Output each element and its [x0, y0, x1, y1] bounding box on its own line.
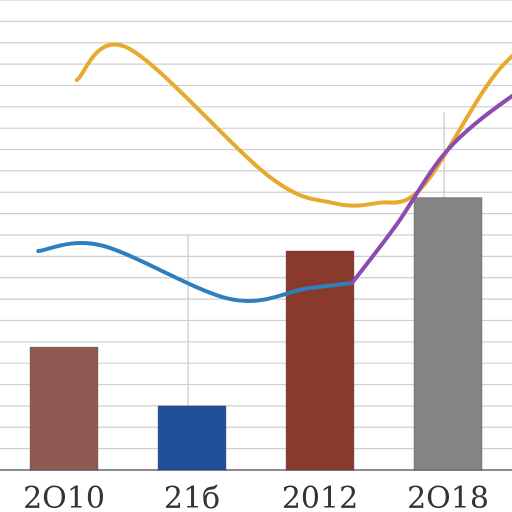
- bars: [29, 197, 483, 471]
- x-tick-label-2018: 2O18: [407, 481, 489, 512]
- line-series-3: [350, 93, 512, 286]
- x-tick-label-2016: 21б: [164, 481, 220, 512]
- line-series: [36, 42, 512, 303]
- bar-2016: [157, 405, 227, 471]
- bar-2010: [29, 346, 99, 471]
- x-tick-label-2012: 2012: [282, 481, 358, 512]
- bar-2018: [413, 197, 483, 471]
- line-series-1: [74, 42, 512, 208]
- x-tick-label-2010: 2O10: [23, 481, 105, 512]
- x-tick-labels: 2O10 21б 2012 2O18: [23, 481, 489, 512]
- line-series-2: [36, 241, 354, 303]
